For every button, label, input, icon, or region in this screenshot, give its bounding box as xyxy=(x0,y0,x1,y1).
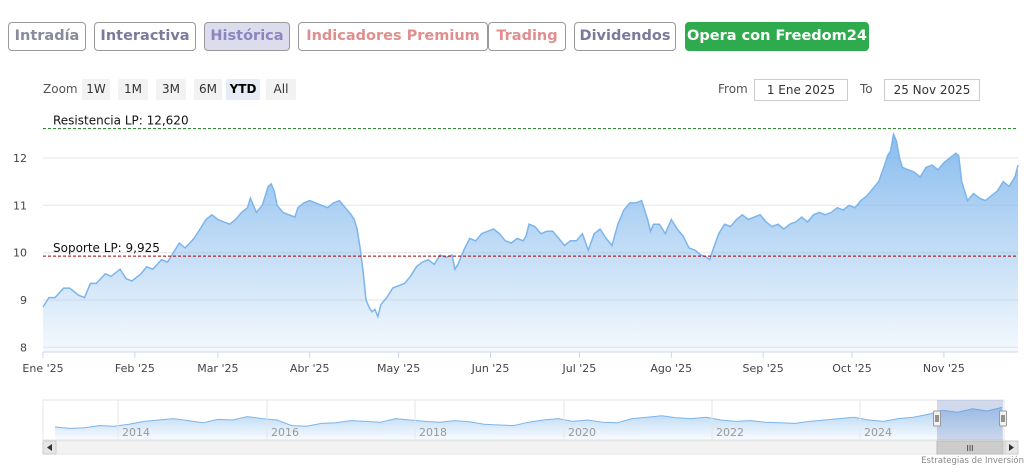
navigator-scrollbar[interactable]: III xyxy=(42,440,1019,455)
y-tick-label: 10 xyxy=(13,247,27,260)
tab-dividendos[interactable]: Dividendos xyxy=(574,22,676,51)
tab-trading[interactable]: Trading xyxy=(488,22,566,51)
x-tick-label: Oct '25 xyxy=(832,362,872,375)
x-tick-label: Mar '25 xyxy=(197,362,238,375)
price-line xyxy=(42,131,1019,319)
navigator-frame xyxy=(42,399,1005,441)
annotation-label: Soporte LP: 9,925 xyxy=(53,241,160,255)
navigator-tick-label: 2014 xyxy=(122,426,150,439)
navigator-tick-label: 2024 xyxy=(864,426,892,439)
y-tick-label: 9 xyxy=(20,294,27,307)
zoom-button-3m[interactable]: 3M xyxy=(156,79,186,100)
navigator-area xyxy=(55,407,1002,440)
y-tick-label: 8 xyxy=(20,341,27,354)
to-date-input[interactable] xyxy=(884,79,980,101)
y-tick-label: 12 xyxy=(13,152,27,165)
zoom-button-all[interactable]: All xyxy=(266,79,296,100)
x-tick-label: Feb '25 xyxy=(115,362,155,375)
navigator-handle[interactable] xyxy=(999,410,1007,427)
navigator-handle[interactable] xyxy=(933,410,941,427)
arrow-right-icon xyxy=(1009,444,1014,451)
x-tick-label: Abr '25 xyxy=(290,362,330,375)
y-tick-label: 11 xyxy=(13,199,27,212)
tab-intradía[interactable]: Intradía xyxy=(8,22,86,51)
navigator-tick-label: 2018 xyxy=(419,426,447,439)
navigator-tick-label: 2020 xyxy=(568,426,596,439)
annotation-label: Resistencia LP: 12,620 xyxy=(53,114,189,128)
tab-opera-con-freedom24[interactable]: Opera con Freedom24 xyxy=(685,22,869,51)
navigator-line xyxy=(54,406,1003,429)
chart-credit: Estrategias de Inversión xyxy=(921,456,1024,466)
chart-tabs: Intradía Interactiva Histórica Indicadores … xyxy=(8,22,888,52)
x-tick-label: Nov '25 xyxy=(923,362,965,375)
navigator-tick-label: 2022 xyxy=(716,426,744,439)
scrollbar-track xyxy=(42,440,1019,455)
scroll-right-button xyxy=(1004,440,1019,455)
zoom-button-1w[interactable]: 1W xyxy=(82,79,110,100)
zoom-button-6m[interactable]: 6M xyxy=(194,79,222,100)
scrollbar-grip: III xyxy=(966,444,973,453)
tab-histórica[interactable]: Histórica xyxy=(204,22,290,51)
zoom-button-1m[interactable]: 1M xyxy=(118,79,148,100)
navigator-tick-label: 2016 xyxy=(271,426,299,439)
arrow-left-icon xyxy=(47,444,52,451)
zoom-label: Zoom xyxy=(43,82,78,96)
price-area xyxy=(43,134,1018,352)
zoom-button-ytd[interactable]: YTD xyxy=(226,79,260,100)
to-label: To xyxy=(860,82,873,96)
x-tick-label: Sep '25 xyxy=(743,362,784,375)
x-tick-label: Jul '25 xyxy=(561,362,596,375)
x-tick-label: May '25 xyxy=(377,362,420,375)
tab-interactiva[interactable]: Interactiva xyxy=(94,22,196,51)
x-tick-label: Ago '25 xyxy=(650,362,692,375)
x-tick-label: Ene '25 xyxy=(22,362,63,375)
x-tick-label: Jun '25 xyxy=(471,362,510,375)
navigator-selection xyxy=(937,400,1003,440)
scroll-left-button xyxy=(42,440,57,455)
scrollbar-thumb xyxy=(936,440,1004,455)
from-date-input[interactable] xyxy=(754,79,848,101)
from-label: From xyxy=(718,82,748,96)
tab-indicadores-premium[interactable]: Indicadores Premium xyxy=(298,22,488,51)
